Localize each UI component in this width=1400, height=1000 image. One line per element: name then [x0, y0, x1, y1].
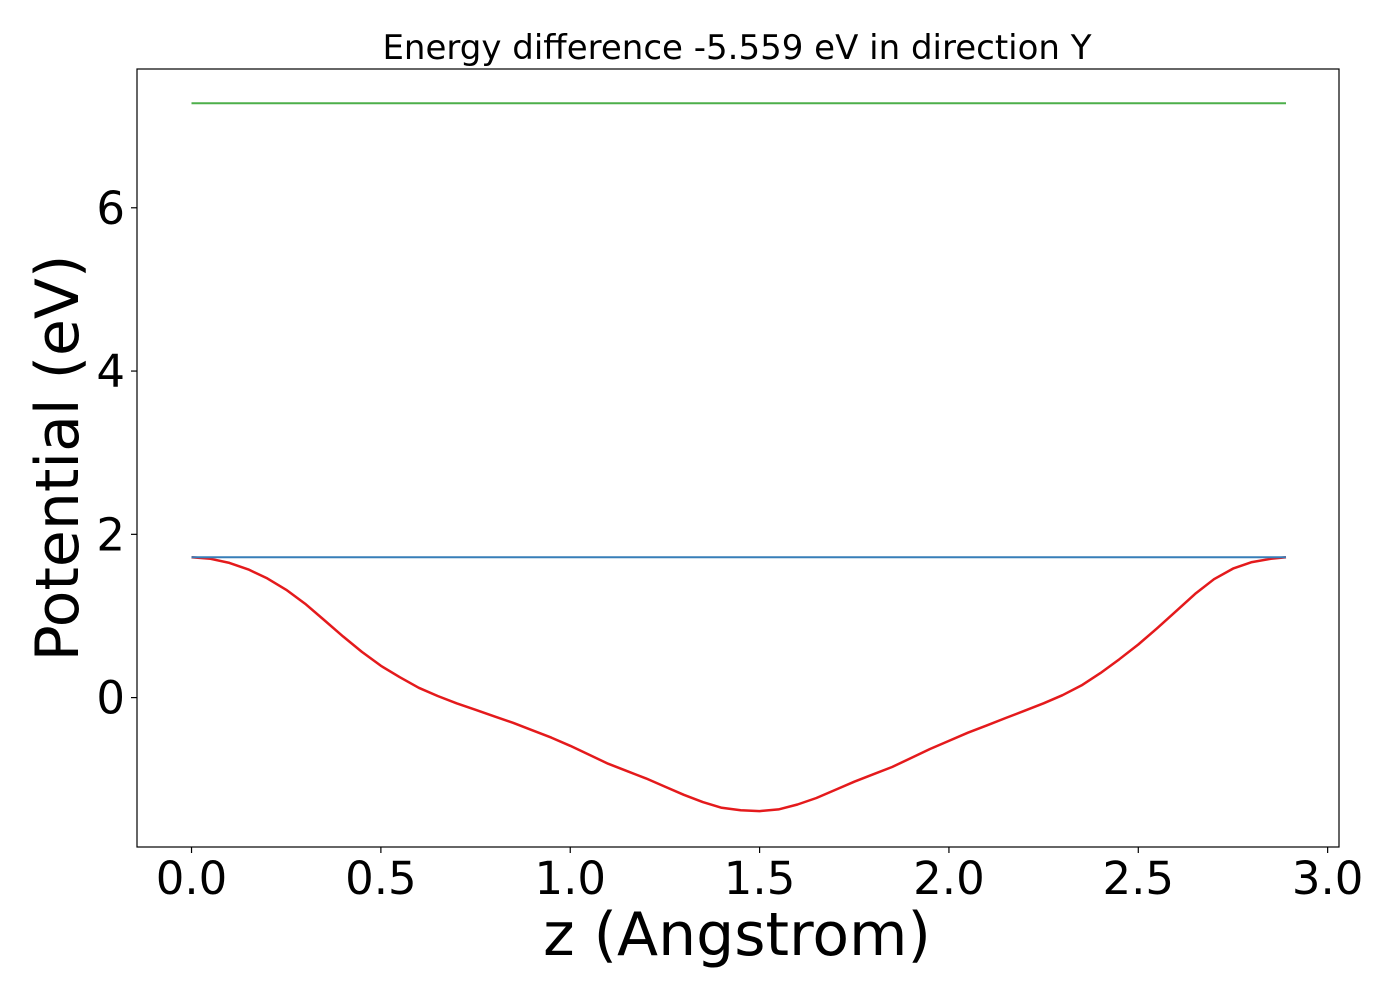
x-tick-label: 2.0	[913, 852, 985, 905]
x-tick-label: 0.0	[156, 852, 228, 905]
x-tick-label: 1.5	[724, 852, 796, 905]
y-tick-label: 6	[96, 182, 125, 235]
x-tick-label: 2.5	[1102, 852, 1174, 905]
chart-title: Energy difference -5.559 eV in direction…	[382, 28, 1091, 68]
x-axis-label: z (Angstrom)	[543, 900, 931, 970]
plot-frame	[136, 68, 1340, 848]
y-tick-label: 0	[96, 672, 125, 725]
series-layer	[191, 102, 1287, 813]
y-axis-ticks: 0 2 4 6	[96, 182, 137, 725]
y-axis-label: Potential (eV)	[23, 255, 93, 662]
y-tick-label: 2	[96, 508, 125, 561]
y-tick-label: 4	[96, 345, 125, 398]
x-tick-label: 3.0	[1292, 852, 1364, 905]
x-tick-label: 0.5	[345, 852, 417, 905]
x-axis-ticks: 0.0 0.5 1.0 1.5 2.0 2.5 3.0	[156, 847, 1364, 905]
series-line-0	[191, 555, 1287, 813]
plot-area	[137, 69, 1339, 847]
x-tick-label: 1.0	[534, 852, 606, 905]
